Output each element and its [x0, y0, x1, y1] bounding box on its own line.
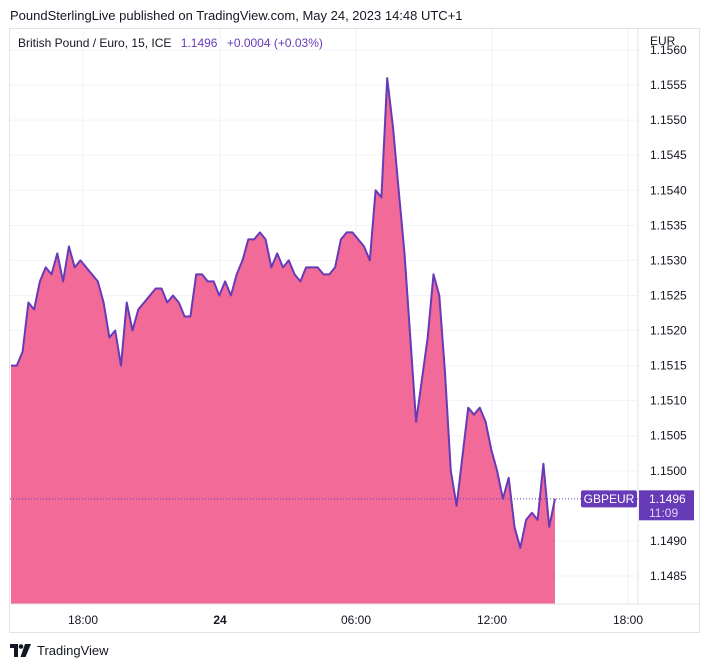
y-tick-label: 1.1505: [650, 429, 687, 443]
y-tick-label: 1.1485: [650, 569, 687, 583]
y-tick-label: 1.1525: [650, 288, 687, 302]
svg-text:British Pound / Euro, 15, ICE: British Pound / Euro, 15, ICE 1.1496 +0.…: [18, 36, 323, 50]
x-tick-label: 06:00: [341, 613, 371, 627]
current-price-marker: GBPEUR 1.1496 11:09: [10, 490, 694, 521]
y-tick-label: 1.1535: [650, 218, 687, 232]
legend-symbol: British Pound / Euro, 15, ICE: [18, 36, 171, 50]
chart-frame: [9, 28, 700, 633]
y-tick-label: 1.1490: [650, 534, 687, 548]
tradingview-logo-icon: [10, 644, 31, 657]
currency-label: EUR: [650, 34, 676, 48]
y-tick-label: 1.1530: [650, 253, 687, 267]
price-axis: EUR: [10, 29, 699, 605]
y-tick-label: 1.1510: [650, 394, 687, 408]
y-tick-label: 1.1560: [650, 43, 687, 57]
price-tag-value: 1.1496: [649, 492, 686, 506]
footer: TradingView: [10, 643, 109, 658]
y-tick-label: 1.1515: [650, 359, 687, 373]
price-tag-countdown: 11:09: [649, 506, 678, 520]
x-tick-label: 18:00: [613, 613, 643, 627]
y-tick-label: 1.1555: [650, 78, 687, 92]
price-tag: [639, 490, 694, 521]
symbol-tag: [581, 490, 637, 508]
price-chart[interactable]: EUR 1.1560 1.1555 1.1550 1.1545 1.1540 1.1535…: [0, 0, 710, 640]
y-tick-label: 1.1550: [650, 113, 687, 127]
x-tick-labels: 18:00 24 06:00 12:00 18:00: [68, 613, 643, 627]
legend-last-price: 1.1496: [181, 36, 218, 50]
y-tick-label: 1.1500: [650, 464, 687, 478]
y-tick-label: 1.1545: [650, 148, 687, 162]
x-tick-label: 12:00: [477, 613, 507, 627]
y-tick-labels: 1.1560 1.1555 1.1550 1.1545 1.1540 1.1535 1.15…: [650, 43, 687, 583]
y-tick-label: 1.1540: [650, 183, 687, 197]
area-series: [11, 77, 556, 605]
price-line: [11, 77, 556, 549]
footer-brand: TradingView: [37, 643, 109, 658]
y-tick-label: 1.1520: [650, 324, 687, 338]
legend-change: +0.0004 (+0.03%): [227, 36, 323, 50]
x-tick-label: 24: [213, 613, 227, 627]
area-fill: [11, 78, 555, 605]
symbol-tag-text: GBPEUR: [584, 492, 635, 506]
x-tick-label: 18:00: [68, 613, 98, 627]
legend: British Pound / Euro, 15, ICE 1.1496 +0.…: [18, 36, 323, 50]
published-header: PoundSterlingLive published on TradingVi…: [10, 8, 463, 23]
